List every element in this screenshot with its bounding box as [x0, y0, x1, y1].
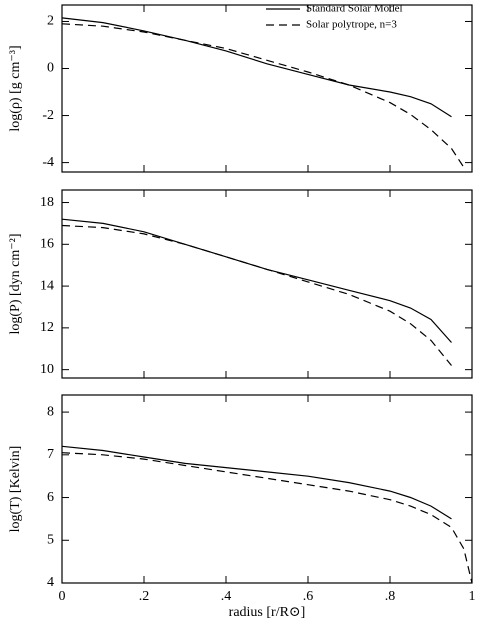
y-tick-label: -2 — [42, 108, 54, 123]
plot-frame — [61, 394, 473, 584]
y-axis-label: log(T) [Kelvin] — [8, 446, 23, 533]
data-line — [61, 452, 473, 584]
y-tick-label: 10 — [40, 362, 54, 377]
x-tick-label: 0 — [59, 589, 66, 604]
y-tick-label: 18 — [40, 195, 54, 210]
y-axis-label: log(ρ) [g cm⁻³] — [8, 45, 23, 131]
y-tick-label: -4 — [42, 155, 54, 170]
y-tick-label: 4 — [47, 575, 54, 590]
legend-label: Standard Solar Model — [306, 3, 403, 15]
plot-frame — [61, 189, 473, 379]
data-line — [61, 445, 452, 520]
y-tick-label: 5 — [47, 532, 54, 547]
y-tick-label: 2 — [47, 14, 54, 29]
x-tick-label: .6 — [303, 589, 314, 604]
y-tick-label: 8 — [47, 404, 54, 419]
data-line — [61, 218, 452, 343]
y-axis-label: log(P) [dyn cm⁻²] — [8, 233, 23, 334]
x-tick-label: 1 — [469, 589, 476, 604]
y-tick-label: 6 — [47, 490, 54, 505]
y-tick-label: 12 — [40, 320, 54, 335]
y-tick-label: 0 — [47, 61, 54, 76]
plot-frame — [61, 4, 473, 173]
y-tick-label: 14 — [40, 278, 54, 293]
y-tick-label: 7 — [47, 447, 54, 462]
x-tick-label: .2 — [139, 589, 150, 604]
data-line — [61, 224, 452, 366]
x-tick-label: .8 — [385, 589, 396, 604]
data-line — [61, 17, 452, 118]
legend-label: Solar polytrope, n=3 — [306, 19, 397, 31]
x-tick-label: .4 — [221, 589, 232, 604]
x-axis-label: radius [r/R⊙] — [229, 605, 306, 620]
data-line — [61, 23, 465, 168]
y-tick-label: 16 — [40, 237, 54, 252]
